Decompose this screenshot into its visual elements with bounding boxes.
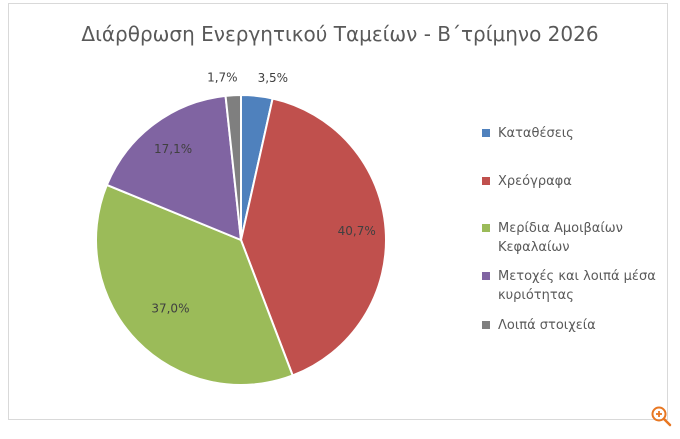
legend-label: Καταθέσεις: [498, 126, 574, 141]
pie-slice-securities: [239, 97, 387, 377]
legend-swatch: [482, 177, 490, 185]
data-label-other-assets: 1,7%: [207, 70, 238, 84]
data-label-equities: 17,1%: [154, 142, 192, 156]
legend-swatch: [482, 224, 490, 232]
zoom-in-icon[interactable]: [650, 405, 672, 427]
chart-title: Διάρθρωση Ενεργητικού Ταμείων - Β΄τρίμην…: [81, 22, 599, 46]
legend-item-equities: Μετοχές και λοιπά μέσα κυριότητας: [482, 267, 668, 305]
pie-data-labels: 3,5% 40,7% 37,0% 17,1% 1,7%: [151, 70, 375, 315]
pie-slice-equities: [105, 94, 243, 242]
legend-item-deposits: Καταθέσεις: [482, 124, 668, 143]
legend-label: Λοιπά στοιχεία: [498, 318, 596, 333]
legend-swatch: [482, 272, 490, 280]
legend-item-other-assets: Λοιπά στοιχεία: [482, 316, 668, 335]
legend-label: Μερίδια Αμοιβαίων Κεφαλαίων: [498, 221, 623, 255]
data-label-deposits: 3,5%: [258, 71, 289, 85]
data-label-securities: 40,7%: [338, 224, 376, 238]
pie-slice-other-assets: [224, 93, 242, 241]
legend-label: Χρεόγραφα: [498, 174, 572, 189]
legend-item-securities: Χρεόγραφα: [482, 172, 668, 191]
legend-item-mutual-fund-units: Μερίδια Αμοιβαίων Κεφαλαίων: [482, 219, 668, 257]
pie-slices: [95, 93, 387, 386]
legend-swatch: [482, 129, 490, 137]
legend-label: Μετοχές και λοιπά μέσα κυριότητας: [498, 269, 656, 303]
legend-swatch: [482, 321, 490, 329]
data-label-mutual-fund-units: 37,0%: [151, 301, 189, 315]
pie-slice-mutual-fund-units: [95, 183, 294, 386]
